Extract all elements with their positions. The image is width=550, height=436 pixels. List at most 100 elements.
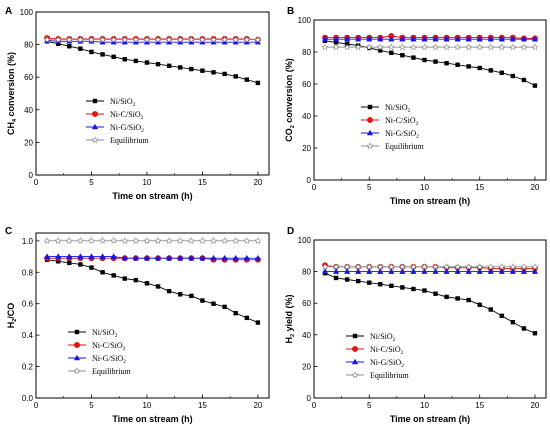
panel-c-xtick-label: 10 <box>142 401 151 410</box>
panel-c-point-ni-sio2 <box>255 320 261 325</box>
panel-d-xlabel: Time on stream (h) <box>390 414 470 424</box>
panel-c-point-ni-sio2 <box>166 288 172 294</box>
panel-d-point-equilibrium <box>398 263 406 270</box>
panel-a-point-ni-sio2 <box>200 68 205 73</box>
panel-b-point-equilibrium <box>398 43 406 51</box>
panel-c-point-equilibrium <box>76 237 84 244</box>
panel-a-point-equilibrium <box>121 35 129 43</box>
panel-b-point-ni-sio2 <box>333 40 339 45</box>
panel-c-point-ni-sio2 <box>78 262 83 267</box>
panel-c-ytick-label: 0.2 <box>22 363 34 372</box>
panel-c-point-ni-g-sio2 <box>132 254 139 261</box>
panel-c-point-equilibrium <box>143 237 151 244</box>
panel-b-legend-label-ni-g-sio2: Ni-G/SiO2 <box>385 129 419 140</box>
panel-c-point-ni-g-sio2 <box>77 253 84 259</box>
panel-d-point-ni-sio2 <box>444 294 449 300</box>
panel-d-xtick-label: 20 <box>530 401 539 410</box>
panel-d-point-ni-sio2 <box>499 313 505 319</box>
panel-d-xtick-label: 10 <box>420 401 429 410</box>
panel-d-legend-marker-ni-c-sio2 <box>352 346 358 352</box>
panel-c-ytick-label: 0.6 <box>22 300 34 309</box>
panel-b-point-equilibrium <box>465 43 473 51</box>
panel-d-letter: D <box>287 226 294 237</box>
panel-c-legend-marker-ni-c-sio2 <box>74 342 80 348</box>
panel-b-point-equilibrium <box>387 43 395 51</box>
panel-b-point-ni-g-sio2 <box>332 35 340 42</box>
panel-b-legend-marker-ni-c-sio2 <box>367 117 373 123</box>
panel-c-point-ni-g-sio2 <box>66 253 73 259</box>
panel-d-point-equilibrium <box>520 263 528 270</box>
panel-d-point-equilibrium <box>476 263 484 270</box>
panel-c-legend-label-equilibrium: Equilibrium <box>92 367 131 376</box>
panel-a-xlabel: Time on stream (h) <box>112 191 192 201</box>
panel-a-point-equilibrium <box>221 35 229 43</box>
panel-d-point-ni-g-sio2 <box>498 268 505 274</box>
panel-b-point-ni-sio2 <box>378 48 383 53</box>
panel-c-point-ni-sio2 <box>211 301 216 306</box>
panel-a: A 0 5 10 15 20 0 20 40 60 80 100 Time on stream (h) C… <box>5 6 270 201</box>
panel-c-xtick-label: 0 <box>34 401 39 410</box>
panel-b-point-equilibrium <box>498 43 506 51</box>
panel-b-point-equilibrium <box>321 43 329 51</box>
panel-d-ytick-label: 100 <box>298 236 312 245</box>
panel-a-point-ni-sio2 <box>255 80 261 86</box>
panel-a-xtick-label: 15 <box>198 178 207 187</box>
panel-b-point-ni-g-sio2 <box>344 35 351 42</box>
panel-c-legend-marker-equilibrium <box>73 367 81 375</box>
panel-c-frame <box>35 232 270 399</box>
panel-a-point-equilibrium <box>54 35 62 43</box>
panel-d-point-ni-sio2 <box>422 288 427 293</box>
panel-c-point-ni-g-sio2 <box>166 254 173 261</box>
panel-c: C 0 5 10 15 20 0.0 0.2 0.4 0.6 0.8 1.0 Time on strea… <box>5 226 270 424</box>
panel-a-ytick-label: 60 <box>24 73 33 82</box>
panel-b-point-equilibrium <box>520 43 528 51</box>
panel-a-point-ni-sio2 <box>189 66 194 72</box>
panel-c-point-ni-g-sio2 <box>199 254 206 261</box>
panel-d-point-ni-g-sio2 <box>465 268 472 274</box>
panel-a-point-equilibrium <box>87 35 96 43</box>
panel-d-point-equilibrium <box>487 263 495 270</box>
panel-a-legend-marker-ni-sio2 <box>92 98 98 104</box>
panel-b-ytick-label: 0 <box>307 176 312 185</box>
panel-d-point-ni-g-sio2 <box>366 268 373 274</box>
panel-c-point-ni-sio2 <box>200 298 205 303</box>
panel-d: D 0 5 10 15 20 0 20 40 60 80 100 Time on stream (h) H… <box>284 226 547 424</box>
panel-d-point-equilibrium <box>531 263 539 270</box>
panel-d-ytick-label: 80 <box>302 268 311 277</box>
panel-b-xtick-label: 10 <box>420 183 429 192</box>
panel-a-point-equilibrium <box>143 35 151 43</box>
panel-c-point-ni-sio2 <box>100 270 105 275</box>
panel-c-legend-label-ni-sio2: Ni/SiO2 <box>92 328 118 339</box>
panel-c-point-ni-sio2 <box>144 281 150 286</box>
panel-c-ylabel: H2/CO <box>6 303 18 329</box>
panel-a-legend-marker-ni-c-sio2 <box>92 111 98 117</box>
panel-c-series-ni-sio2 <box>44 257 261 325</box>
panel-b-series-ni-g-sio2 <box>321 35 539 42</box>
panel-c-point-equilibrium <box>232 237 240 244</box>
panel-d-series-ni-sio2 <box>322 270 538 336</box>
panel-a-point-equilibrium <box>209 35 218 43</box>
panel-d-point-ni-sio2 <box>532 331 538 336</box>
panel-a-point-ni-sio2 <box>122 57 127 62</box>
panel-d-ytick-label: 0 <box>307 394 312 403</box>
panel-d-point-ni-g-sio2 <box>531 268 539 274</box>
panel-a-point-ni-sio2 <box>211 70 216 75</box>
panel-a-xtick-label: 5 <box>89 178 94 187</box>
panel-c-point-equilibrium <box>65 237 73 244</box>
panel-b-point-ni-sio2 <box>433 59 438 64</box>
panel-d-xtick-label: 5 <box>367 401 372 410</box>
panel-d-point-ni-g-sio2 <box>321 268 329 274</box>
panel-a-xtick-label: 0 <box>34 178 39 187</box>
panel-d-frame <box>313 239 547 399</box>
panel-c-point-equilibrium <box>154 237 162 244</box>
panel-d-point-equilibrium <box>509 263 517 270</box>
panel-b-point-equilibrium <box>442 43 451 51</box>
panel-b-xtick-label: 5 <box>367 183 372 192</box>
panel-d-point-equilibrium <box>465 263 473 270</box>
panel-d-point-ni-g-sio2 <box>487 268 494 274</box>
panel-b-point-ni-g-sio2 <box>321 35 329 42</box>
panel-b-xtick-label: 15 <box>475 183 484 192</box>
panel-c-point-equilibrium <box>254 237 262 244</box>
panel-a-ytick-label: 80 <box>24 41 33 50</box>
